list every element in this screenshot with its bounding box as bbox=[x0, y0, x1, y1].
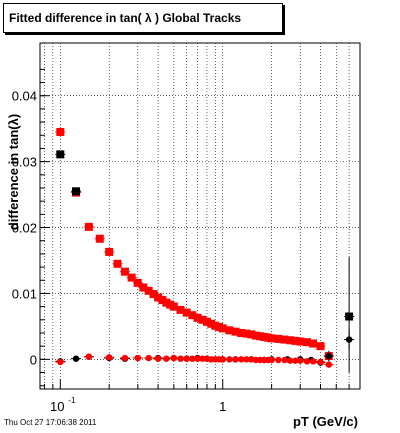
data-point-circle bbox=[325, 361, 333, 368]
data-point-circle bbox=[325, 352, 333, 360]
data-point-square bbox=[193, 313, 202, 322]
data-point-square bbox=[251, 331, 260, 340]
data-point-square bbox=[247, 330, 256, 339]
data-point-square bbox=[105, 247, 114, 256]
data-point-square bbox=[188, 311, 197, 320]
data-point-circle bbox=[134, 354, 141, 362]
data-point-circle bbox=[177, 355, 184, 362]
data-point-square bbox=[154, 293, 163, 302]
data-point-circle bbox=[72, 355, 80, 362]
data-point-square bbox=[198, 315, 207, 324]
data-point-circle bbox=[189, 355, 196, 362]
y-tick-label: 0.04 bbox=[12, 89, 37, 104]
data-point-square bbox=[231, 327, 240, 336]
data-point-square bbox=[169, 302, 178, 311]
y-tick-label: 0.01 bbox=[12, 286, 37, 301]
data-point-circle bbox=[303, 358, 311, 365]
grid-lines bbox=[40, 43, 361, 389]
data-point-square bbox=[113, 259, 122, 268]
data-point-square bbox=[182, 308, 191, 317]
data-point-circle bbox=[268, 356, 275, 364]
data-point-square bbox=[158, 296, 167, 305]
data-point-circle bbox=[219, 356, 226, 363]
data-point-square bbox=[95, 234, 104, 243]
data-point-square bbox=[202, 317, 211, 326]
data-point-circle bbox=[163, 355, 170, 362]
data-point-square bbox=[280, 335, 289, 344]
data-point-square bbox=[242, 329, 251, 338]
data-point-square bbox=[256, 332, 265, 341]
data-point-circle bbox=[170, 354, 178, 362]
data-point-circle bbox=[238, 356, 245, 363]
data-point-circle bbox=[317, 358, 324, 366]
data-point-square bbox=[218, 324, 227, 333]
data-point-square bbox=[296, 337, 305, 346]
data-point-square bbox=[237, 328, 246, 337]
data-marks bbox=[55, 127, 355, 373]
data-point-square bbox=[316, 342, 325, 351]
data-point-square bbox=[56, 150, 65, 159]
y-tick-label: 0.03 bbox=[12, 155, 37, 170]
data-point-square bbox=[286, 336, 295, 345]
data-point-circle bbox=[232, 356, 239, 363]
data-point-circle bbox=[281, 356, 288, 364]
data-point-circle bbox=[121, 354, 129, 362]
data-point-square bbox=[120, 267, 129, 276]
timestamp-footer: Thu Oct 27 17:06:38 2011 bbox=[4, 418, 97, 427]
data-point-square bbox=[149, 290, 158, 299]
y-axis-label: difference in tan(λ) bbox=[6, 114, 21, 230]
x-axis-label: pT (GeV/c) bbox=[293, 414, 358, 429]
data-point-square bbox=[207, 319, 216, 328]
data-point-circle bbox=[297, 357, 304, 364]
data-point-square bbox=[84, 222, 93, 231]
data-point-circle bbox=[154, 355, 162, 362]
data-point-square bbox=[133, 278, 142, 287]
data-point-square bbox=[56, 127, 65, 136]
data-point-circle bbox=[183, 355, 190, 362]
data-point-square bbox=[274, 334, 283, 343]
data-point-circle bbox=[57, 358, 64, 366]
data-point-circle bbox=[105, 354, 113, 361]
x-tick-exponent: -1 bbox=[68, 396, 76, 405]
y-tick-label: 0 bbox=[30, 352, 37, 367]
x-tick-label: 1 bbox=[219, 399, 226, 414]
data-point-circle bbox=[145, 354, 152, 362]
data-point-square bbox=[267, 334, 276, 343]
y-tick-label: 0.02 bbox=[12, 221, 37, 236]
data-point-square bbox=[291, 336, 300, 345]
data-point-square bbox=[139, 283, 148, 292]
axis-ticks: 0 0.01 0.02 0.03 0.04 10 -1 1 bbox=[12, 68, 361, 414]
plot-frame bbox=[39, 42, 361, 390]
data-point-circle bbox=[85, 353, 93, 360]
data-point-square bbox=[176, 305, 185, 314]
data-point-circle bbox=[226, 356, 233, 363]
x-tick-label: 10 bbox=[50, 399, 64, 414]
data-point-square bbox=[225, 326, 234, 335]
data-point-square bbox=[144, 286, 153, 295]
data-point-square bbox=[72, 187, 81, 196]
data-point-circle bbox=[286, 357, 294, 364]
data-point-square bbox=[302, 338, 311, 347]
data-point-circle bbox=[275, 356, 282, 364]
data-point-square bbox=[309, 339, 318, 348]
chart-title: Fitted difference in tan( λ ) Global Tra… bbox=[3, 3, 283, 33]
data-point-square bbox=[127, 273, 136, 282]
data-point-circle bbox=[309, 358, 317, 365]
